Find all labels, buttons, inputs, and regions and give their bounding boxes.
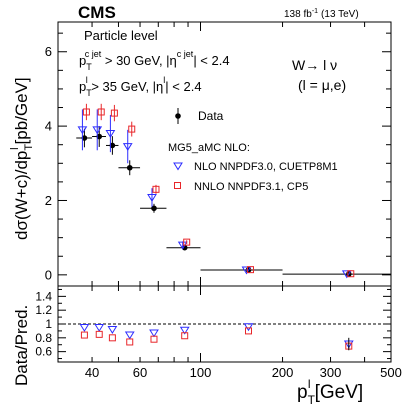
- legend-entry-data: Data: [175, 108, 224, 124]
- nlo-point: [105, 130, 116, 139]
- particle-level-label: Particle level: [84, 28, 158, 43]
- nnlo-point: [110, 109, 118, 117]
- nlo-point: [92, 126, 103, 135]
- ratio-nlo-point: [179, 326, 190, 335]
- nnlo-point: [128, 125, 136, 133]
- ratio-y-axis-title: Data/Pred.: [12, 305, 31, 386]
- legend-nnlo-label: NNLO NNPDF3.1, CP5: [194, 181, 308, 193]
- legend-nlo-marker: [173, 162, 183, 171]
- ratio-axes: 100 200 300 500 40 60 0.60.811.21.4: [35, 286, 402, 380]
- x-tick-label: 100: [190, 365, 212, 380]
- lumi-value: 138 fb: [284, 9, 312, 20]
- lepton-flavour-label: (l = μ,e): [298, 77, 346, 93]
- legend: Data MG5_aMC NLO: NLO NNPDF3.0, CUETP8M1…: [168, 108, 338, 193]
- main-y-tick-label: 2: [45, 193, 52, 208]
- data-point: [151, 205, 157, 212]
- main-y-tick-label: 4: [45, 119, 52, 134]
- nnlo-point: [97, 108, 105, 116]
- nlo-point: [241, 266, 252, 275]
- legend-entry-nlo: NLO NNPDF3.0, CUETP8M1: [173, 161, 338, 173]
- nnlo-point: [152, 185, 160, 193]
- nnlo-point: [246, 266, 254, 274]
- data-point: [81, 135, 88, 141]
- x-tick-label: 40: [85, 365, 99, 380]
- data-point: [126, 164, 133, 171]
- legend-header: MG5_aMC NLO:: [168, 142, 250, 154]
- x-tick-label: 300: [320, 365, 342, 380]
- data-point: [96, 133, 103, 140]
- ratio-panel: 100 200 300 500 40 60 0.60.811.21.4: [35, 285, 402, 380]
- main-y-axis-title: dσ(W+c)/dpTl[pb/GeV]: [9, 77, 35, 240]
- ratio-nlo-point: [149, 329, 159, 338]
- x-tick-label: 500: [380, 365, 402, 380]
- ratio-nnlo-point: [150, 335, 158, 343]
- ratio-nlo-point: [107, 326, 118, 334]
- ratio-nnlo-point: [181, 332, 189, 340]
- lumi-label: 138 fb-1 (13 TeV): [284, 8, 359, 20]
- ratio-y-tick-label: 1.2: [35, 303, 52, 317]
- legend-data-label: Data: [198, 109, 224, 123]
- ratio-nnlo-point: [244, 327, 252, 335]
- legend-data-marker: [175, 113, 181, 119]
- nlo-point: [77, 126, 88, 135]
- process-label: W→ l ν: [292, 57, 337, 73]
- legend-entry-nnlo: NNLO NNPDF3.1, CP5: [174, 181, 308, 193]
- experiment-label: CMS: [78, 3, 116, 22]
- nlo-point: [341, 270, 352, 279]
- ratio-y-tick-label: 0.8: [35, 331, 52, 345]
- ratio-nlo-point: [124, 331, 135, 340]
- ratio-nnlo-point: [108, 334, 116, 342]
- ratio-nnlo-point: [126, 338, 134, 346]
- ratio-marks: [79, 323, 354, 351]
- legend-nlo-label: NLO NNPDF3.0, CUETP8M1: [194, 161, 338, 173]
- main-y-tick-label: 6: [45, 44, 52, 59]
- ratio-y-tick-label: 1: [45, 317, 52, 331]
- main-marks: [76, 103, 391, 279]
- main-axes: 0 2 4 6: [45, 22, 392, 286]
- ratio-nlo-point: [94, 323, 105, 332]
- legend-nnlo-marker: [174, 182, 181, 189]
- x-tick-label: 200: [272, 365, 294, 380]
- nnlo-point: [183, 238, 191, 246]
- nlo-point: [147, 194, 157, 202]
- nlo-point: [122, 143, 133, 152]
- main-y-tick-label: 0: [45, 267, 52, 282]
- x-axis-title: pTl [GeV]: [297, 377, 363, 407]
- lepton-cut-label: pTl > 35 GeV, |ηl| < 2.4: [79, 75, 202, 98]
- data-point: [181, 244, 188, 251]
- ratio-nnlo-point: [80, 331, 88, 339]
- lumi-exponent: -1: [312, 8, 318, 15]
- jet-cut-label: pTc jet > 30 GeV, |ηc jet| < 2.4: [79, 49, 230, 72]
- energy-value: (13 TeV): [321, 9, 359, 20]
- ratio-nlo-point: [79, 323, 90, 332]
- x-tick-label: 60: [133, 365, 147, 380]
- ratio-nnlo-point: [95, 330, 103, 338]
- nnlo-point: [82, 108, 90, 116]
- ratio-y-tick-label: 1.4: [35, 289, 52, 303]
- ratio-y-tick-label: 0.6: [35, 345, 52, 359]
- data-point: [109, 142, 116, 149]
- ratio-nlo-point: [243, 323, 254, 332]
- nnlo-point: [347, 270, 355, 278]
